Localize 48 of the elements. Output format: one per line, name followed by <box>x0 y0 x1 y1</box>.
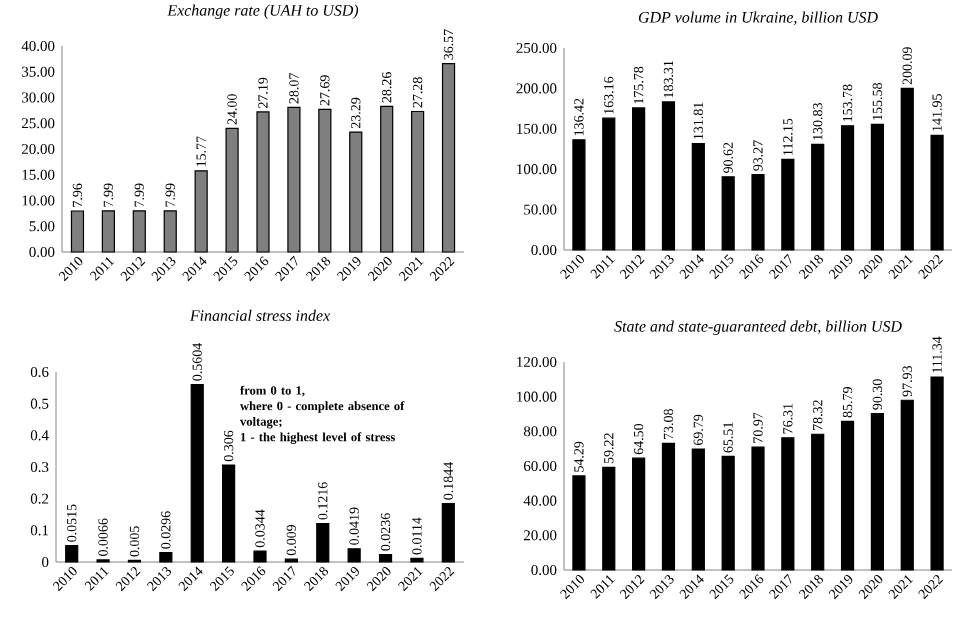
bar <box>721 176 735 251</box>
bar <box>163 210 177 253</box>
bar <box>691 448 705 571</box>
bar <box>222 464 236 563</box>
bar <box>347 548 361 563</box>
bar <box>602 466 616 571</box>
bar <box>900 399 914 571</box>
bar <box>930 376 944 571</box>
bar <box>380 105 394 253</box>
bar <box>101 210 115 253</box>
bar <box>194 170 208 253</box>
bar <box>661 101 676 251</box>
bar <box>632 457 646 571</box>
bar <box>751 446 765 571</box>
bar <box>632 107 646 251</box>
bar <box>661 442 676 571</box>
bar <box>572 139 586 251</box>
bar <box>811 433 825 571</box>
bar <box>225 127 239 253</box>
bar <box>132 210 146 253</box>
bar <box>253 550 267 563</box>
bar <box>441 503 455 563</box>
bar <box>781 437 795 571</box>
bar <box>870 123 884 251</box>
bar <box>870 412 884 571</box>
bar <box>691 142 705 251</box>
bar <box>70 210 85 253</box>
bar <box>318 108 332 253</box>
bar <box>572 475 586 571</box>
bar <box>930 134 944 251</box>
bar <box>840 125 855 251</box>
bar <box>840 420 855 571</box>
bar <box>411 110 425 253</box>
bar <box>65 545 79 563</box>
bar <box>287 106 301 253</box>
bar <box>751 174 765 251</box>
bar <box>378 553 393 563</box>
bar <box>602 117 616 251</box>
bar <box>316 522 330 563</box>
bar <box>781 158 795 251</box>
bar <box>190 383 204 563</box>
bar <box>900 87 914 251</box>
bar <box>256 111 270 253</box>
bar <box>441 63 456 253</box>
bar <box>811 143 825 251</box>
bar <box>349 131 363 253</box>
bar <box>159 552 173 563</box>
bar <box>721 455 735 571</box>
